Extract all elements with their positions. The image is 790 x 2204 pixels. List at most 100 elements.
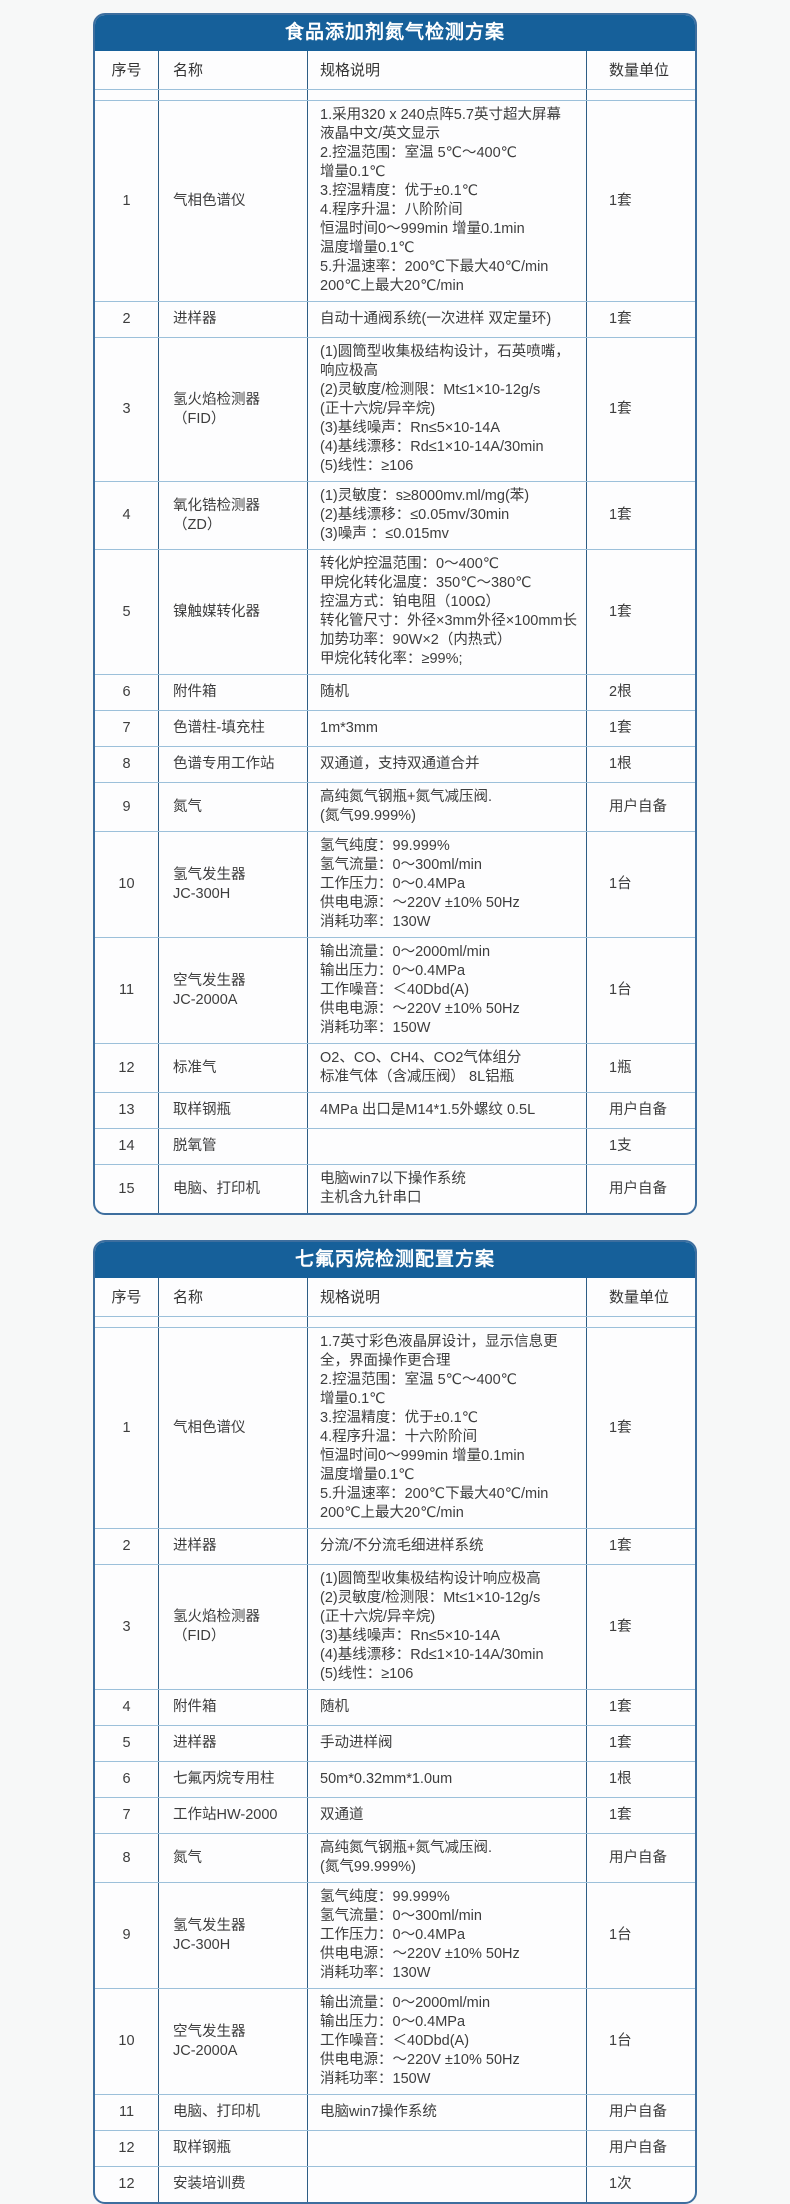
- column-header-serial: 序号: [95, 1278, 159, 1316]
- spacer-cell: [95, 1317, 159, 1327]
- spec-cell: 高纯氮气钢瓶+氮气减压阀. (氮气99.999%): [308, 783, 587, 831]
- spacer-cell: [159, 1317, 308, 1327]
- unit-cell: 1瓶: [609, 1059, 632, 1076]
- name-cell: 空气发生器 JC-2000A: [159, 938, 308, 1043]
- serial-cell: 3: [95, 338, 159, 481]
- spec-cell: 随机: [308, 675, 587, 710]
- table-grid: 序号 名称 规格说明 数量单位 1 气相色谱仪 1.采用320 x 240点阵5…: [95, 51, 695, 1213]
- serial-cell: 14: [95, 1129, 159, 1164]
- serial-cell: 5: [95, 1726, 159, 1761]
- serial-cell: 1: [95, 101, 159, 301]
- serial-cell: 2: [95, 1529, 159, 1564]
- table-row: 2 进样器 分流/不分流毛细进样系统 1套: [95, 1528, 695, 1564]
- serial-cell: 6: [95, 1762, 159, 1797]
- name-cell: 附件箱: [159, 1690, 308, 1725]
- serial-cell: 12: [95, 2167, 159, 2202]
- unit-cell: 1套: [609, 1618, 632, 1635]
- serial-cell: 5: [95, 550, 159, 674]
- spec-cell: 双通道: [308, 1798, 587, 1833]
- spec-cell: 氢气纯度：99.999% 氢气流量：0～300ml/min 工作压力：0～0.4…: [308, 832, 587, 937]
- serial-cell: 11: [95, 2095, 159, 2130]
- unit-cell: 1次: [609, 2176, 632, 2192]
- spec-cell: (1)圆筒型收集极结构设计响应极高 (2)灵敏度/检测限：Mt≤1×10-12g…: [308, 1565, 587, 1689]
- unit-cell: 1套: [609, 1699, 632, 1715]
- name-cell: 氮气: [159, 1834, 308, 1882]
- table-row: 8 色谱专用工作站 双通道，支持双通道合并 1根: [95, 746, 695, 782]
- column-header-unit: 数量单位: [609, 61, 670, 79]
- name-cell: 附件箱: [159, 675, 308, 710]
- unit-cell: 1套: [609, 720, 632, 736]
- name-cell: 镍触媒转化器: [159, 550, 308, 674]
- name-cell: 氧化锆检测器（ZD）: [159, 482, 308, 549]
- table-row: 7 色谱柱-填充柱 1m*3mm 1套: [95, 710, 695, 746]
- spec-cell: 电脑win7操作系统: [308, 2095, 587, 2130]
- unit-cell: 1套: [609, 1419, 632, 1436]
- name-cell: 电脑、打印机: [159, 1165, 308, 1213]
- table-row: 15 电脑、打印机 电脑win7以下操作系统 主机含九针串口 用户自备: [95, 1164, 695, 1213]
- column-header-name: 名称: [159, 51, 308, 89]
- serial-cell: 10: [95, 1989, 159, 2094]
- name-cell: 氮气: [159, 783, 308, 831]
- serial-cell: 4: [95, 1690, 159, 1725]
- spec-cell: 输出流量：0～2000ml/min 输出压力：0～0.4MPa 工作噪音：＜40…: [308, 938, 587, 1043]
- serial-cell: 3: [95, 1565, 159, 1689]
- unit-cell: 1台: [609, 982, 632, 998]
- table-row: 1 气相色谱仪 1.7英寸彩色液晶屏设计，显示信息更 全，界面操作更合理 2.控…: [95, 1327, 695, 1528]
- unit-cell: 1套: [609, 1538, 632, 1554]
- name-cell: 进样器: [159, 1726, 308, 1761]
- serial-cell: 9: [95, 783, 159, 831]
- name-cell: 标准气: [159, 1044, 308, 1092]
- unit-cell: 1根: [609, 1771, 632, 1787]
- unit-cell: 1套: [609, 1807, 632, 1823]
- name-cell: 气相色谱仪: [159, 1328, 308, 1528]
- spacer-cell: [308, 90, 587, 100]
- name-cell: 氢火焰检测器（FID）: [159, 338, 308, 481]
- unit-cell: 1台: [609, 1927, 632, 1943]
- table-row: 8 氮气 高纯氮气钢瓶+氮气减压阀. (氮气99.999%) 用户自备: [95, 1833, 695, 1882]
- serial-cell: 7: [95, 711, 159, 746]
- scheme-table-1: 食品添加剂氮气检测方案 序号 名称 规格说明 数量单位 1 气相色谱仪 1.采用…: [93, 13, 697, 1215]
- serial-cell: 12: [95, 2131, 159, 2166]
- unit-cell: 1套: [609, 1735, 632, 1751]
- serial-cell: 10: [95, 832, 159, 937]
- table-header-row: 序号 名称 规格说明 数量单位: [95, 51, 695, 89]
- table-grid: 序号 名称 规格说明 数量单位 1 气相色谱仪 1.7英寸彩色液晶屏设计，显示信…: [95, 1278, 695, 2202]
- serial-cell: 1: [95, 1328, 159, 1528]
- spec-cell: 4MPa 出口是M14*1.5外螺纹 0.5L: [308, 1093, 587, 1128]
- name-cell: 进样器: [159, 1529, 308, 1564]
- spec-cell: [308, 1129, 587, 1164]
- serial-cell: 4: [95, 482, 159, 549]
- unit-cell: 1套: [609, 192, 632, 209]
- unit-cell: 用户自备: [609, 798, 667, 815]
- name-cell: 七氟丙烷专用柱: [159, 1762, 308, 1797]
- spec-cell: (1)灵敏度：s≥8000mv.ml/mg(苯) (2)基线漂移：≤0.05mv…: [308, 482, 587, 549]
- spec-cell: 手动进样阀: [308, 1726, 587, 1761]
- unit-cell: 1套: [609, 401, 632, 417]
- header-divider-spacer: [95, 1316, 695, 1327]
- table-header-row: 序号 名称 规格说明 数量单位: [95, 1278, 695, 1316]
- scheme-table-2: 七氟丙烷检测配置方案 序号 名称 规格说明 数量单位 1 气相色谱仪 1.7英寸…: [93, 1240, 697, 2204]
- table-row: 10 空气发生器 JC-2000A 输出流量：0～2000ml/min 输出压力…: [95, 1988, 695, 2094]
- spec-cell: 电脑win7以下操作系统 主机含九针串口: [308, 1165, 587, 1213]
- table-row: 10 氢气发生器 JC-300H 氢气纯度：99.999% 氢气流量：0～300…: [95, 831, 695, 937]
- unit-cell: 用户自备: [609, 2104, 667, 2120]
- spec-cell: 氢气纯度：99.999% 氢气流量：0～300ml/min 工作压力：0～0.4…: [308, 1883, 587, 1988]
- table-row: 3 氢火焰检测器（FID） (1)圆筒型收集极结构设计响应极高 (2)灵敏度/检…: [95, 1564, 695, 1689]
- name-cell: 氢气发生器 JC-300H: [159, 1883, 308, 1988]
- column-header-serial: 序号: [95, 51, 159, 89]
- column-header-spec: 规格说明: [308, 1278, 587, 1316]
- column-header-spec: 规格说明: [308, 51, 587, 89]
- table-row: 11 电脑、打印机 电脑win7操作系统 用户自备: [95, 2094, 695, 2130]
- name-cell: 色谱专用工作站: [159, 747, 308, 782]
- table-row: 4 氧化锆检测器（ZD） (1)灵敏度：s≥8000mv.ml/mg(苯) (2…: [95, 481, 695, 549]
- serial-cell: 9: [95, 1883, 159, 1988]
- serial-cell: 8: [95, 1834, 159, 1882]
- name-cell: 氢气发生器 JC-300H: [159, 832, 308, 937]
- spec-cell: 1m*3mm: [308, 711, 587, 746]
- serial-cell: 7: [95, 1798, 159, 1833]
- table-row: 12 取样钢瓶 用户自备: [95, 2130, 695, 2166]
- spec-cell: O2、CO、CH4、CO2气体组分 标准气体（含减压阀） 8L铝瓶: [308, 1044, 587, 1092]
- unit-cell: 1根: [609, 756, 632, 772]
- table-row: 5 进样器 手动进样阀 1套: [95, 1725, 695, 1761]
- spacer-cell: [159, 90, 308, 100]
